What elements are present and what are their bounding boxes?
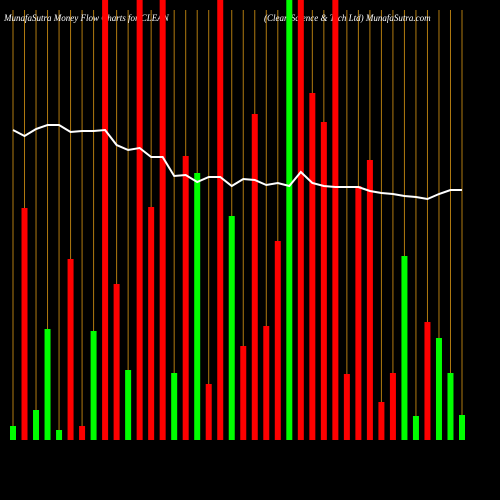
marks <box>10 0 465 440</box>
bar <box>21 208 28 440</box>
bar <box>286 0 293 440</box>
bar <box>90 331 97 440</box>
bar <box>113 284 120 440</box>
bar <box>182 156 189 440</box>
bar <box>159 0 166 440</box>
bar <box>447 373 454 440</box>
bar <box>136 0 143 440</box>
bar <box>240 346 247 440</box>
bar <box>217 0 224 440</box>
bar <box>274 241 281 440</box>
bar <box>263 326 270 440</box>
bar <box>309 93 316 440</box>
bar <box>297 0 304 440</box>
bar <box>67 259 74 440</box>
bar <box>389 373 396 440</box>
bar <box>412 416 419 440</box>
bar <box>125 370 132 440</box>
bar <box>435 338 442 440</box>
bar <box>320 122 327 440</box>
bar <box>228 216 235 440</box>
chart-subtitle: (Clean Science & Tech Ltd) MunafaSutra.c… <box>264 13 431 23</box>
bar <box>378 402 385 440</box>
bar <box>424 322 431 440</box>
bar <box>401 256 408 440</box>
bar <box>148 207 155 440</box>
bar <box>194 173 201 440</box>
bar <box>79 426 86 440</box>
bar <box>102 0 109 440</box>
bar <box>33 410 40 440</box>
chart-title: MunafaSutra Money Flow Charts for CLEAN <box>3 13 170 23</box>
bar <box>44 329 51 440</box>
bar <box>171 373 178 440</box>
bar <box>10 426 16 440</box>
bar <box>251 114 258 440</box>
bar <box>56 430 63 440</box>
line <box>12 124 462 201</box>
bar <box>366 160 373 440</box>
bar <box>459 415 465 440</box>
bar <box>332 0 339 440</box>
bar <box>355 186 362 440</box>
bar <box>343 374 350 440</box>
bar <box>205 384 212 440</box>
